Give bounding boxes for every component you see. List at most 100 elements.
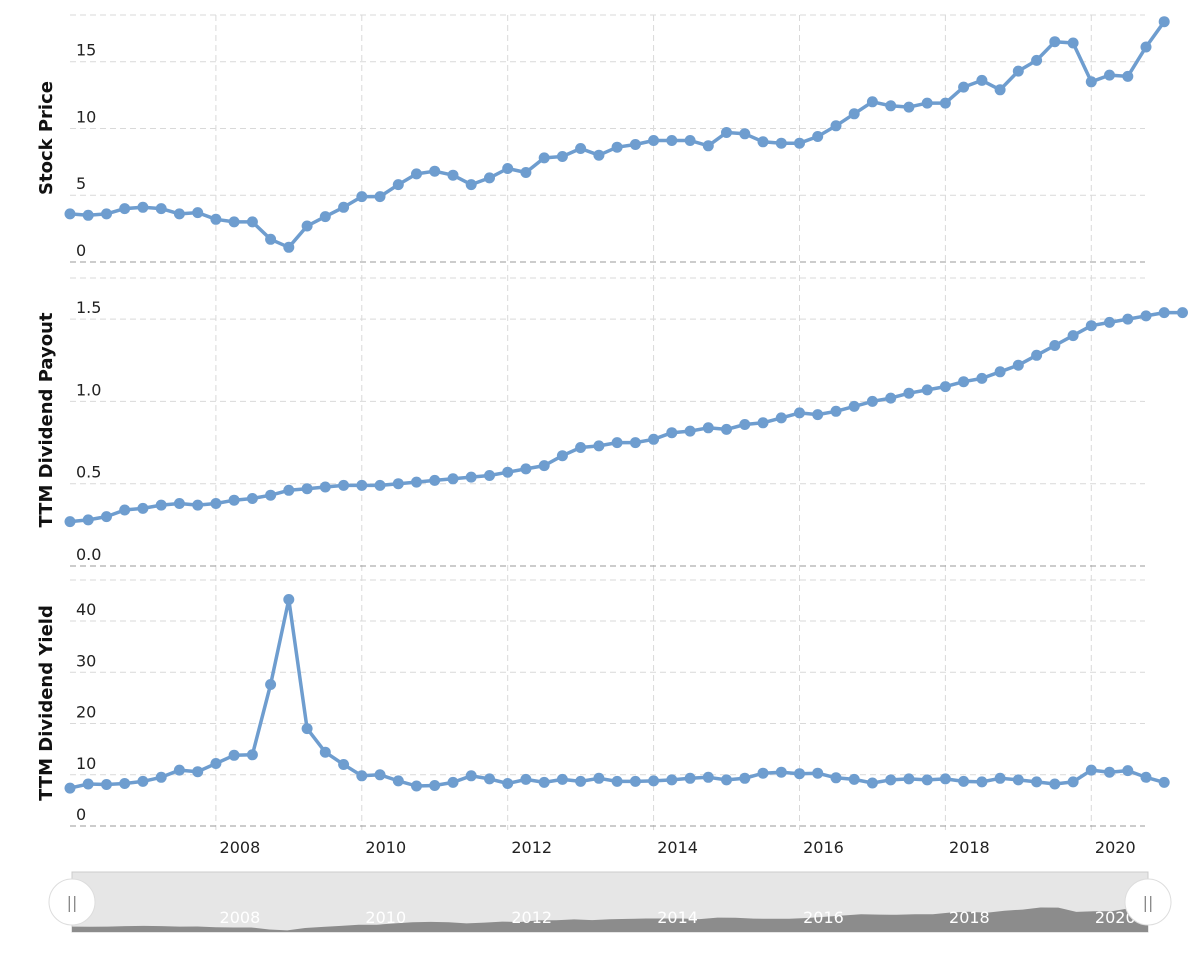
data-point (502, 163, 514, 174)
data-point (484, 470, 495, 481)
data-point (520, 167, 532, 178)
data-point (994, 772, 1006, 784)
y-tick-label: 0 (76, 241, 86, 260)
data-point (1158, 307, 1170, 319)
data-point (1012, 359, 1024, 371)
data-point (556, 773, 568, 785)
y-tick-label: 0 (76, 805, 86, 824)
data-point (866, 395, 878, 407)
data-point (429, 780, 441, 791)
data-point (1049, 340, 1061, 351)
data-point (721, 423, 732, 435)
data-point (593, 149, 605, 161)
data-point (648, 433, 660, 445)
data-point (775, 766, 787, 778)
data-point (502, 466, 514, 478)
drag-handle-icon: || (67, 893, 78, 912)
data-point (392, 478, 404, 490)
y-axis-title: TTM Dividend Payout (36, 312, 57, 527)
data-point (958, 775, 970, 787)
data-point (356, 479, 368, 491)
data-point (101, 511, 112, 523)
x-tick-label: 2012 (511, 838, 552, 857)
data-point (301, 220, 313, 232)
data-point (538, 776, 550, 788)
data-point (301, 723, 313, 735)
data-point (903, 387, 915, 399)
data-point (538, 460, 550, 472)
data-point (192, 766, 204, 778)
data-point (903, 101, 915, 113)
data-point (775, 137, 787, 149)
data-point (155, 499, 167, 511)
data-point (101, 779, 112, 790)
data-point (556, 151, 568, 162)
data-point (101, 208, 112, 220)
data-point (666, 427, 678, 439)
data-point (520, 773, 532, 785)
data-point (757, 136, 769, 148)
data-point (319, 481, 331, 493)
data-point (411, 476, 422, 488)
navigator-label: 2020 (1095, 908, 1136, 927)
data-point (64, 782, 76, 794)
data-point (1177, 307, 1188, 319)
data-point (629, 139, 641, 150)
data-point (629, 775, 641, 787)
y-axis-title: Stock Price (36, 81, 57, 195)
data-point (757, 417, 769, 429)
data-point (210, 758, 222, 769)
data-point (374, 769, 386, 781)
navigator-left-handle[interactable]: || (48, 878, 96, 926)
data-point (210, 213, 222, 225)
x-tick-label: 2014 (657, 838, 698, 857)
data-point (611, 141, 623, 153)
navigator-right-handle-knob[interactable] (1124, 878, 1172, 926)
data-point (866, 96, 878, 108)
data-point (830, 120, 842, 132)
data-point (775, 412, 787, 424)
navigator-left-handle-knob[interactable] (48, 878, 96, 926)
data-point (228, 494, 240, 506)
data-point (648, 135, 660, 146)
y-tick-label: 0.5 (76, 463, 101, 482)
data-point (848, 773, 860, 785)
data-point (866, 777, 878, 789)
data-point (958, 376, 970, 388)
data-point (1158, 16, 1170, 28)
data-point (1140, 310, 1152, 322)
data-point (374, 191, 386, 203)
data-point (848, 400, 860, 412)
data-point (283, 594, 295, 605)
range-navigator[interactable]: 2008 2010 2012 2014 2016 2018 2020 || || (48, 871, 1172, 933)
data-point (228, 749, 240, 761)
data-point (958, 81, 970, 93)
data-point (356, 770, 368, 782)
y-tick-label: 20 (76, 703, 96, 722)
data-point (1104, 316, 1115, 328)
data-point (1085, 764, 1097, 776)
data-point (119, 203, 131, 215)
panel-2: 0.0 0.5 1.0 1.5 TTM Dividend Payout (36, 277, 1188, 567)
chart-panels: 0 5 10 15 Stock Price 0.0 0.5 1.0 1.5 TTM Dividen… (36, 14, 1188, 827)
data-point (64, 516, 76, 528)
data-point (757, 767, 769, 779)
vertical-gridlines (215, 15, 1092, 830)
data-point (265, 679, 277, 690)
data-point (192, 499, 204, 511)
data-point (812, 409, 824, 421)
navigator-right-handle[interactable]: || (1124, 878, 1172, 926)
y-tick-label: 40 (76, 600, 96, 619)
data-point (903, 773, 915, 785)
data-point (319, 746, 331, 758)
navigator-label: 2016 (803, 908, 844, 927)
data-point (119, 504, 131, 516)
data-point (976, 372, 988, 384)
data-point (82, 209, 94, 221)
data-point (994, 84, 1006, 96)
data-point (447, 473, 459, 485)
data-point (137, 201, 149, 213)
data-point (356, 191, 368, 203)
data-point (173, 208, 185, 220)
